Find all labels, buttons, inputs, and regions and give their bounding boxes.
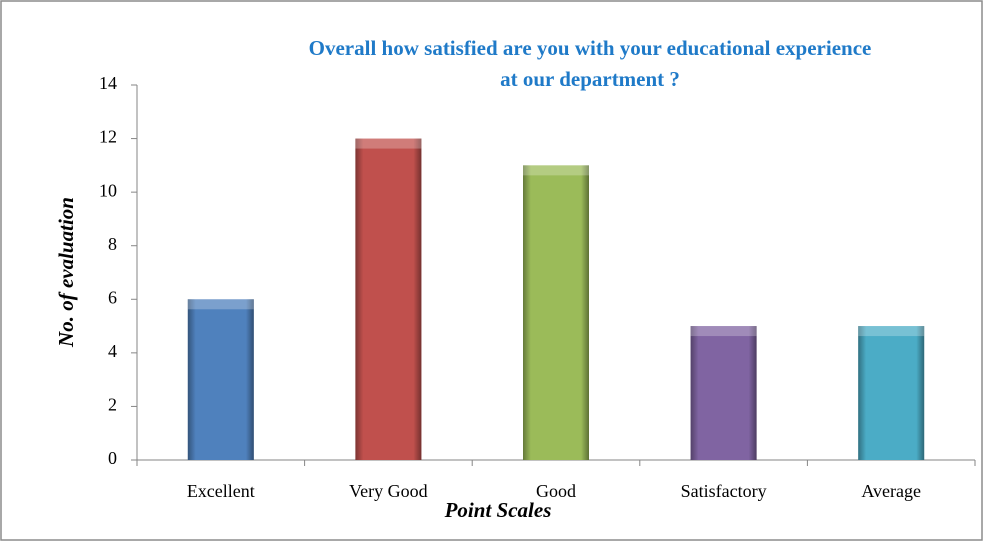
y-tick-label: 14: [99, 73, 117, 93]
bar-shade: [690, 326, 757, 460]
y-tick-label: 10: [99, 180, 117, 200]
x-axis-title: Point Scales: [444, 498, 552, 522]
bar-shade: [858, 326, 925, 460]
bar-shade: [523, 165, 589, 460]
x-tick-label: Average: [861, 481, 921, 501]
y-tick-label: 12: [99, 127, 117, 147]
x-tick-label: Satisfactory: [681, 481, 767, 501]
bar-shade: [355, 138, 422, 461]
x-tick-label: Excellent: [187, 481, 255, 501]
x-tick-label: Very Good: [349, 481, 428, 501]
y-tick-label: 4: [108, 341, 117, 361]
chart-title: at our department ?: [500, 67, 680, 91]
bar-shade: [187, 299, 254, 460]
x-tick-label: Good: [536, 481, 576, 501]
bar-cap: [355, 138, 422, 149]
bar-cap: [690, 326, 757, 337]
chart-title: Overall how satisfied are you with your …: [309, 36, 872, 60]
bar-cap: [187, 299, 254, 310]
y-tick-label: 2: [108, 395, 117, 415]
bar-cap: [858, 326, 925, 337]
y-axis-title: No. of evaluation: [54, 197, 78, 348]
y-tick-label: 6: [108, 287, 117, 307]
bar-cap: [523, 165, 589, 176]
y-tick-label: 0: [108, 448, 117, 468]
y-tick-label: 8: [108, 234, 117, 254]
